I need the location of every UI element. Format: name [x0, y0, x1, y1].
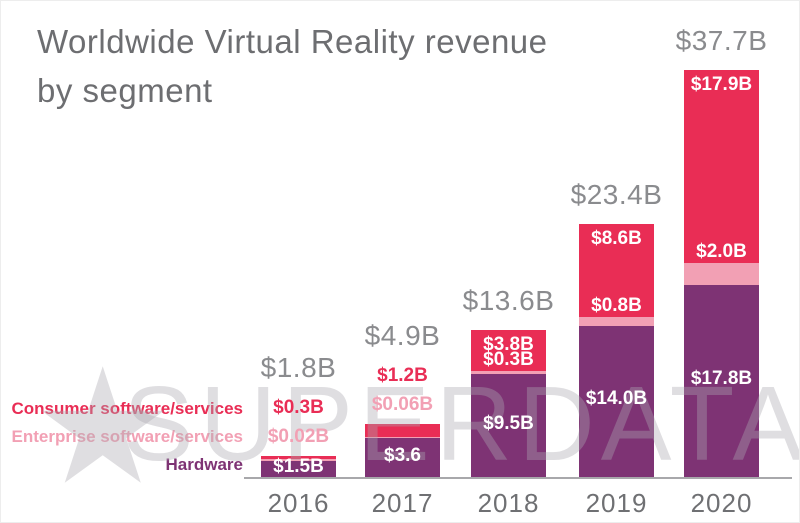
value-label-consumer-2019: $8.6B	[591, 228, 642, 250]
value-label-consumer-2017: $1.2B	[377, 364, 428, 386]
value-label-hardware-2019: $14.0B	[585, 388, 648, 410]
legend-label-enterprise: Enterprise software/services	[11, 427, 243, 446]
bar-segment-consumer-2016	[261, 456, 336, 460]
legend-label-consumer: Consumer software/services	[11, 399, 244, 418]
total-label-2017: $4.9B	[364, 319, 441, 351]
value-label-enterprise-2018: $0.3B	[483, 349, 534, 371]
bar-segment-hardware-2016	[261, 460, 336, 477]
bar-segment-consumer-2018	[471, 330, 546, 372]
bar-segment-enterprise-2017	[365, 436, 440, 439]
bar-segment-consumer-2020	[684, 69, 759, 264]
x-tick-2018: 2018	[477, 488, 540, 518]
bar-segment-enterprise-2019	[579, 317, 654, 326]
legend-item-consumer: Consumer software/services	[1, 399, 244, 419]
value-label-consumer-2020: $17.9B	[690, 73, 753, 95]
value-label-enterprise-2019: $0.8B	[591, 295, 642, 317]
x-tick-2017: 2017	[371, 488, 434, 518]
total-label-2018: $13.6B	[462, 285, 555, 317]
value-label-enterprise-2016: $0.02B	[267, 426, 330, 448]
chart-title-line2: by segment	[37, 72, 213, 109]
total-label-2020: $37.7B	[675, 24, 768, 56]
bar-segment-hardware-2020	[684, 284, 759, 477]
bar-segment-enterprise-2018	[471, 371, 546, 375]
x-tick-2020: 2020	[690, 488, 753, 518]
value-label-consumer-2016: $0.3B	[273, 397, 324, 419]
value-label-hardware-2020: $17.8B	[690, 367, 753, 389]
x-tick-2019: 2019	[585, 488, 648, 518]
chart-title-line1: Worldwide Virtual Reality revenue	[37, 23, 548, 60]
bar-segment-hardware-2017	[365, 438, 440, 477]
chart-title: Worldwide Virtual Reality revenue by seg…	[37, 17, 548, 115]
bar-segment-consumer-2019	[579, 224, 654, 318]
legend-item-enterprise: Enterprise software/services	[1, 427, 243, 447]
x-tick-2016: 2016	[267, 488, 330, 518]
bar-segment-enterprise-2020	[684, 263, 759, 285]
bar-segment-hardware-2019	[579, 325, 654, 477]
bar-segment-consumer-2017	[365, 423, 440, 437]
total-label-2016: $1.8B	[260, 352, 337, 384]
legend-item-hardware: Hardware	[1, 455, 243, 475]
value-label-hardware-2016: $1.5B	[273, 455, 324, 477]
value-label-hardware-2018: $9.5B	[483, 412, 534, 434]
x-axis-baseline	[244, 477, 792, 479]
value-label-enterprise-2020: $2.0B	[696, 241, 747, 263]
value-label-consumer-2018: $3.8B	[483, 334, 534, 356]
bar-segment-enterprise-2016	[261, 459, 336, 461]
total-label-2019: $23.4B	[570, 179, 663, 211]
value-label-enterprise-2017: $0.06B	[371, 393, 434, 415]
legend-label-hardware: Hardware	[165, 455, 243, 474]
bar-segment-hardware-2018	[471, 374, 546, 477]
value-label-hardware-2017: $3.6	[384, 444, 421, 466]
